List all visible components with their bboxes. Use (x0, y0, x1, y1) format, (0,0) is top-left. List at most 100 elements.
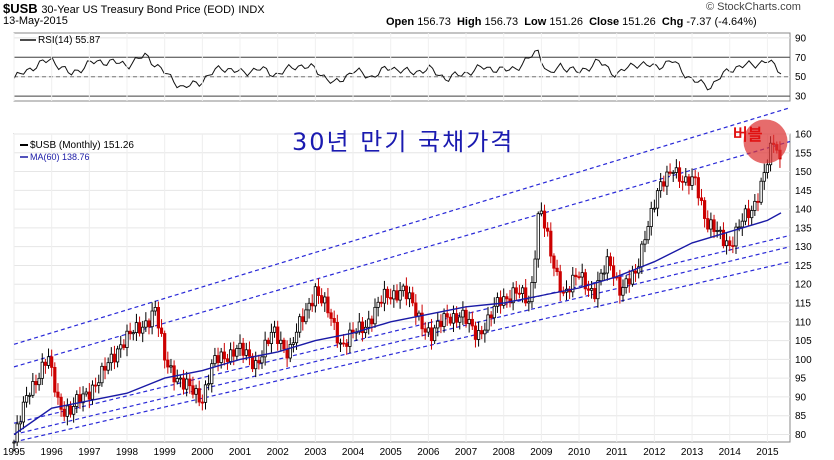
candle-body (106, 362, 110, 371)
candle-body (78, 394, 82, 404)
candle-body (442, 313, 446, 327)
candle-body (288, 344, 292, 359)
price-tick-label: 135 (795, 223, 812, 234)
year-tick-label: 2014 (719, 447, 742, 458)
candle-body (470, 318, 474, 327)
candle-body (65, 405, 69, 417)
candle-body (163, 333, 167, 361)
candle-body (207, 383, 211, 386)
candle-body (216, 355, 220, 363)
candle-body (734, 226, 738, 247)
candle-body (574, 274, 578, 278)
candle-body (241, 342, 245, 356)
candle-body (659, 181, 663, 192)
candle-body (100, 365, 104, 384)
candle-body (53, 366, 57, 393)
ma-legend-label: MA(60) 138.76 (30, 152, 90, 162)
candle-body (561, 291, 565, 294)
price-tick-label: 130 (795, 242, 812, 253)
price-tick-label: 120 (795, 280, 812, 291)
high-value: 156.73 (484, 16, 519, 28)
candle-body (34, 381, 38, 386)
candle-body (72, 406, 76, 415)
year-tick-label: 2011 (606, 447, 628, 458)
candle-body (724, 240, 729, 247)
price-tick-label: 80 (795, 430, 807, 441)
candle-body (103, 365, 107, 371)
year-tick-label: 1995 (3, 447, 26, 458)
price-tick-label: 145 (795, 186, 812, 197)
candle-body (495, 297, 500, 307)
candle-body (555, 267, 559, 273)
candle-body (765, 164, 769, 173)
candle-body (31, 381, 35, 396)
exchange-label: INDX (238, 4, 265, 16)
year-tick-label: 1996 (41, 447, 64, 458)
year-tick-label: 2003 (304, 447, 327, 458)
candle-body (194, 388, 198, 395)
candle-body (718, 229, 722, 232)
close-label: Close (589, 16, 620, 28)
candle-body (178, 377, 182, 380)
candle-body (464, 309, 468, 324)
candle-body (404, 285, 408, 300)
candle-body (84, 391, 88, 395)
ma60-line (13, 212, 782, 436)
candle-body (621, 287, 625, 296)
candle-body (571, 274, 575, 293)
candle-body (131, 332, 135, 335)
candle-body (467, 318, 471, 324)
candle-body (81, 393, 85, 404)
candle-body (505, 296, 509, 300)
candle-body (282, 339, 286, 350)
rsi-panel-frame (13, 32, 791, 102)
price-tick-label: 115 (795, 299, 811, 310)
candle-body (759, 180, 763, 203)
candle-body (348, 329, 352, 347)
candle-body (637, 266, 641, 274)
candle-body (395, 290, 399, 301)
year-tick-label: 2012 (643, 447, 666, 458)
candle-body (627, 278, 631, 285)
trend-channel-line (13, 107, 791, 345)
year-tick-label: 2004 (342, 447, 365, 458)
candle-body (706, 218, 710, 230)
candle-body (125, 330, 129, 348)
candle-body (586, 288, 591, 291)
candle-body (703, 200, 707, 219)
close-value: 151.26 (622, 16, 656, 28)
candle-body (527, 301, 531, 304)
candle-body (235, 347, 239, 357)
candle-body (662, 181, 666, 187)
candle-body (276, 326, 280, 344)
rsi-tick-label: 70 (795, 53, 807, 64)
candle-body (191, 385, 195, 395)
candle-body (153, 307, 157, 312)
candle-body (542, 210, 547, 229)
candle-body (436, 320, 440, 329)
candle-body (746, 208, 751, 219)
price-tick-label: 155 (795, 148, 812, 159)
candle-body (549, 230, 553, 257)
symbol-label: $USB (3, 1, 38, 16)
candle-body (50, 356, 54, 368)
candle-body (520, 287, 525, 294)
candle-body (665, 171, 669, 187)
candle-body (429, 327, 434, 342)
candle-body (109, 353, 113, 364)
candle-body (445, 313, 449, 318)
candle-body (420, 312, 424, 330)
candle-body (677, 167, 682, 182)
candle-body (294, 331, 299, 344)
year-tick-label: 2009 (530, 447, 553, 458)
candle-body (699, 197, 704, 201)
candle-body (577, 276, 581, 279)
low-value: 151.26 (549, 16, 583, 28)
candle-body (269, 331, 274, 344)
candle-body (298, 316, 302, 333)
candle-body (389, 297, 393, 300)
candle-body (448, 316, 452, 324)
candle-body (119, 344, 123, 350)
candle-body (185, 378, 189, 390)
candle-body (649, 208, 653, 227)
